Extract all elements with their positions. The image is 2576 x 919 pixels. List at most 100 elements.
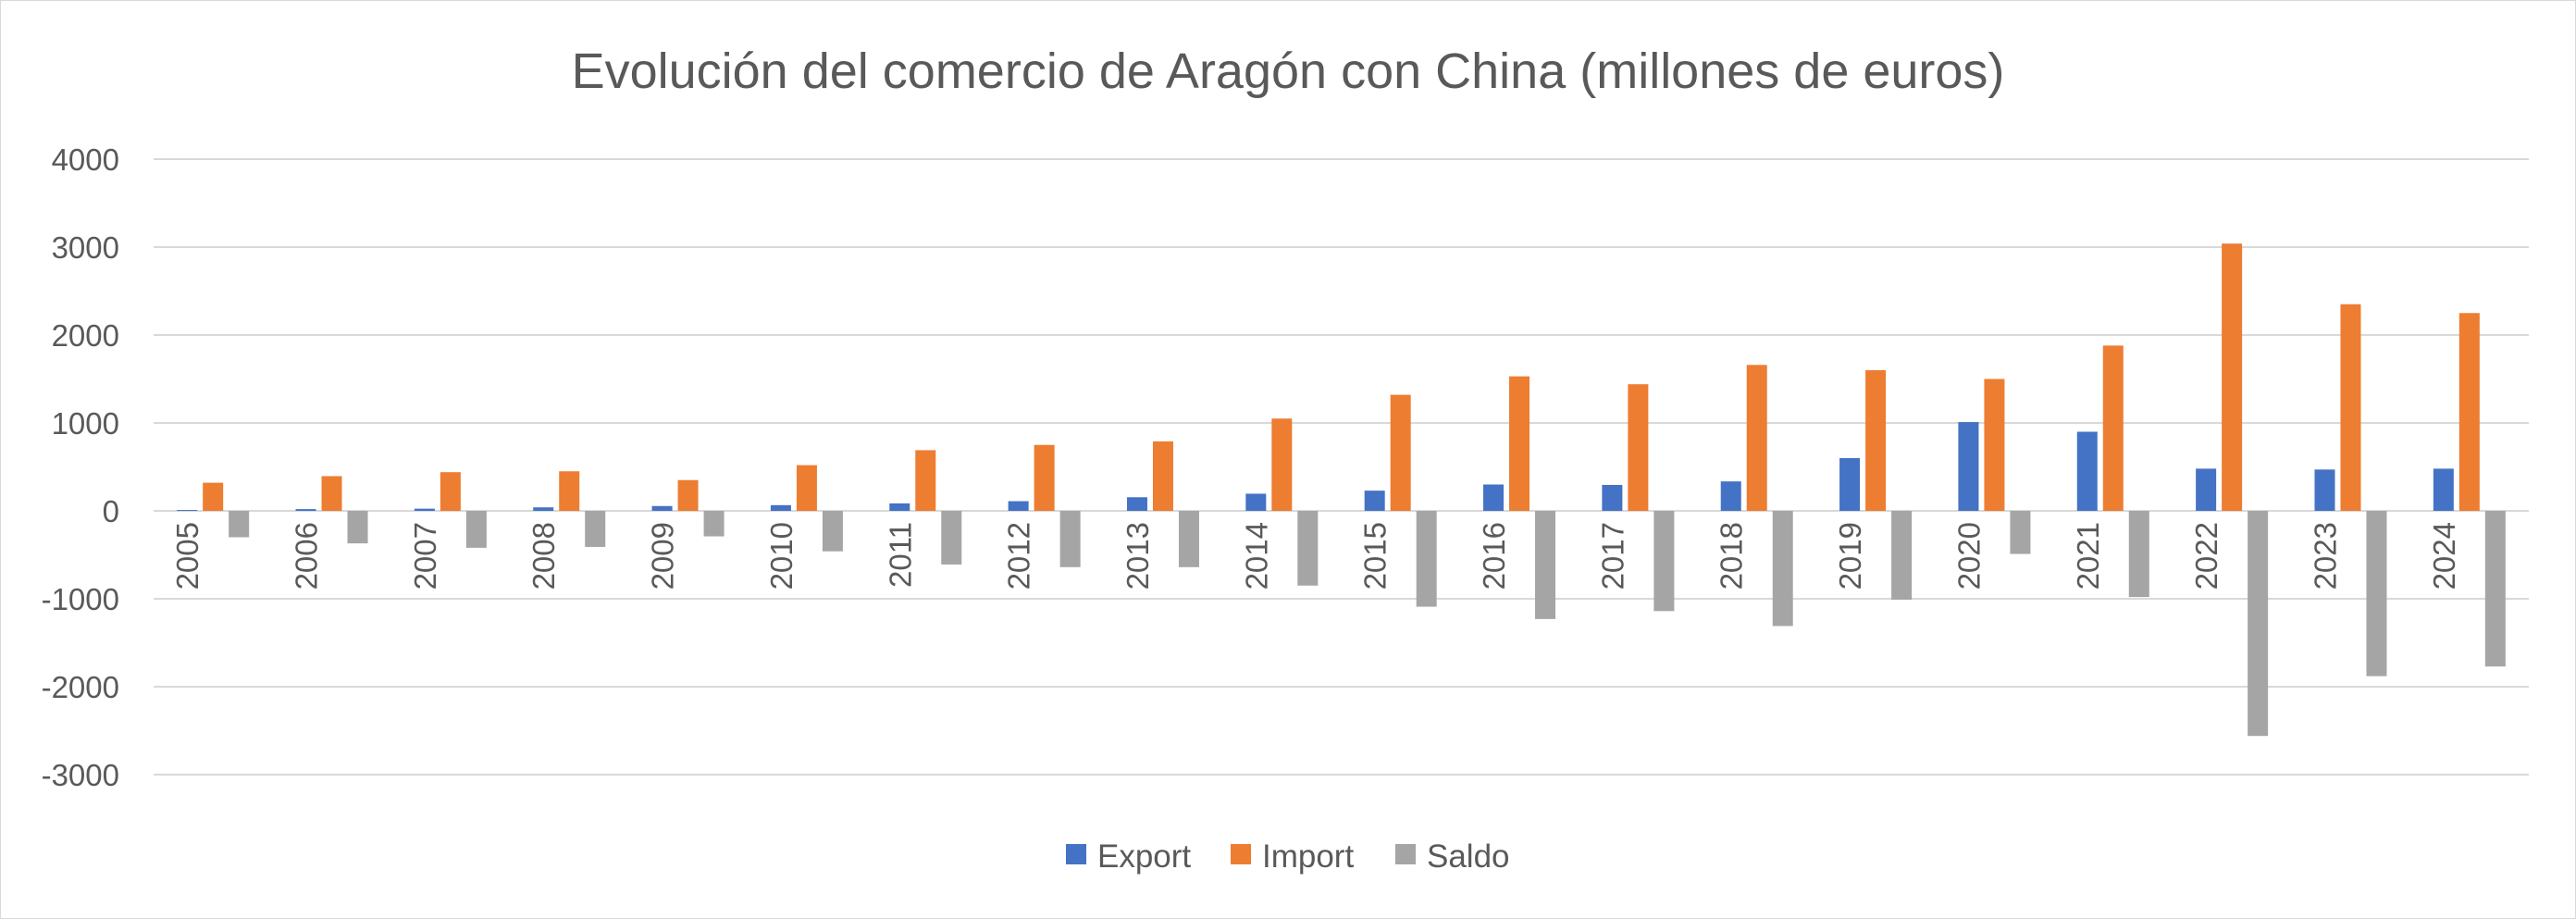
y-tick-label: -1000 xyxy=(42,582,119,616)
x-category-label: 2018 xyxy=(1715,522,1749,590)
bar-import-2008 xyxy=(559,471,580,511)
bar-export-2023 xyxy=(2314,469,2335,511)
bar-export-2009 xyxy=(651,505,673,511)
x-category-label: 2013 xyxy=(1121,522,1155,590)
x-category-label: 2007 xyxy=(408,522,442,590)
x-category-label: 2020 xyxy=(1951,522,1986,590)
y-tick-label: 3000 xyxy=(52,230,119,265)
y-axis-tick-labels: 4000 3000 2000 1000 0 -1000 -2000 -3000 xyxy=(42,143,119,792)
x-category-label: 2006 xyxy=(290,522,324,590)
bar-import-2009 xyxy=(677,479,699,511)
y-tick-label: -3000 xyxy=(42,758,119,792)
bar-saldo-2005 xyxy=(229,511,250,538)
bar-saldo-2006 xyxy=(347,511,368,544)
bar-import-2006 xyxy=(321,476,342,511)
bar-saldo-2012 xyxy=(1059,511,1081,567)
y-tick-label: 0 xyxy=(103,494,119,528)
bar-import-2010 xyxy=(796,465,817,511)
chart-title: Evolución del comercio de Aragón con Chi… xyxy=(572,43,2005,99)
x-category-label: 2022 xyxy=(2189,522,2223,590)
legend: Export Import Saldo xyxy=(1066,838,1510,875)
bar-import-2005 xyxy=(203,482,224,511)
bar-export-2012 xyxy=(1008,501,1029,511)
bar-saldo-2024 xyxy=(2484,511,2506,667)
x-category-label: 2016 xyxy=(1477,522,1511,590)
bar-export-2014 xyxy=(1245,493,1267,511)
bar-saldo-2013 xyxy=(1178,511,1199,567)
x-category-label: 2005 xyxy=(170,522,204,590)
bar-saldo-2023 xyxy=(2366,511,2387,677)
bar-import-2020 xyxy=(1984,379,2005,511)
bar-export-2013 xyxy=(1126,497,1147,511)
bar-import-2013 xyxy=(1152,441,1173,511)
bar-export-2008 xyxy=(533,507,554,511)
bar-import-2016 xyxy=(1509,376,1530,511)
bar-import-2015 xyxy=(1390,394,1411,511)
bar-import-2014 xyxy=(1271,418,1293,511)
bar-import-2023 xyxy=(2340,304,2361,511)
legend-item-export: Export xyxy=(1066,838,1191,875)
bar-import-2012 xyxy=(1034,444,1055,511)
x-category-label: 2014 xyxy=(1239,522,1273,590)
x-category-label: 2019 xyxy=(1833,522,1867,590)
x-category-label: 2024 xyxy=(2427,522,2461,590)
bar-export-2011 xyxy=(889,503,910,511)
legend-label: Import xyxy=(1262,838,1354,875)
bar-saldo-2022 xyxy=(2248,511,2269,737)
bar-import-2021 xyxy=(2102,345,2124,511)
legend-item-import: Import xyxy=(1231,838,1354,875)
x-category-label: 2011 xyxy=(883,522,917,588)
x-category-label: 2012 xyxy=(1002,522,1036,590)
bar-import-2007 xyxy=(440,472,461,511)
bar-saldo-2017 xyxy=(1653,511,1675,612)
bar-import-2018 xyxy=(1746,365,1767,511)
bar-saldo-2016 xyxy=(1535,511,1556,619)
bar-export-2017 xyxy=(1602,484,1623,511)
bar-saldo-2019 xyxy=(1891,511,1913,600)
y-tick-label: 4000 xyxy=(52,143,119,177)
bar-saldo-2015 xyxy=(1416,511,1437,607)
legend-label: Saldo xyxy=(1427,838,1510,875)
x-category-label: 2009 xyxy=(646,522,680,590)
bar-saldo-2007 xyxy=(465,511,487,548)
bar-export-2015 xyxy=(1364,491,1385,511)
x-category-label: 2010 xyxy=(764,522,799,590)
bar-import-2019 xyxy=(1865,370,1887,511)
legend-swatch xyxy=(1231,844,1251,864)
bar-export-2007 xyxy=(414,508,435,511)
bar-saldo-2008 xyxy=(585,511,606,547)
bar-export-2021 xyxy=(2076,431,2098,511)
bar-saldo-2009 xyxy=(703,511,724,537)
bar-export-2005 xyxy=(177,510,198,512)
bar-saldo-2010 xyxy=(822,511,843,552)
bar-import-2022 xyxy=(2222,243,2243,511)
gridlines xyxy=(154,158,2529,776)
bar-saldo-2014 xyxy=(1297,511,1319,586)
bar-export-2020 xyxy=(1958,422,1979,511)
bar-export-2006 xyxy=(295,509,316,511)
bar-export-2019 xyxy=(1839,458,1861,511)
x-category-label: 2015 xyxy=(1358,522,1393,590)
legend-label: Export xyxy=(1097,838,1191,875)
bar-import-2011 xyxy=(915,450,936,511)
bar-export-2016 xyxy=(1483,484,1505,511)
bar-saldo-2020 xyxy=(2010,511,2031,554)
bar-saldo-2018 xyxy=(1772,511,1793,627)
legend-swatch xyxy=(1395,844,1416,864)
y-tick-label: -2000 xyxy=(42,670,119,704)
bar-export-2022 xyxy=(2196,468,2217,511)
bar-saldo-2021 xyxy=(2128,511,2149,598)
bar-export-2018 xyxy=(1720,481,1741,511)
x-axis-category-labels: 2005 2006 2007 2008 2009 2010 2011 2012 2013 2014… xyxy=(170,522,2461,590)
x-category-label: 2021 xyxy=(2071,522,2105,590)
bars xyxy=(177,243,2506,737)
y-tick-label: 2000 xyxy=(52,318,119,353)
y-tick-label: 1000 xyxy=(52,406,119,441)
legend-swatch xyxy=(1066,844,1086,864)
x-category-label: 2017 xyxy=(1595,522,1629,590)
bar-import-2024 xyxy=(2458,313,2480,511)
legend-item-saldo: Saldo xyxy=(1395,838,1510,875)
bar-import-2017 xyxy=(1628,384,1649,511)
